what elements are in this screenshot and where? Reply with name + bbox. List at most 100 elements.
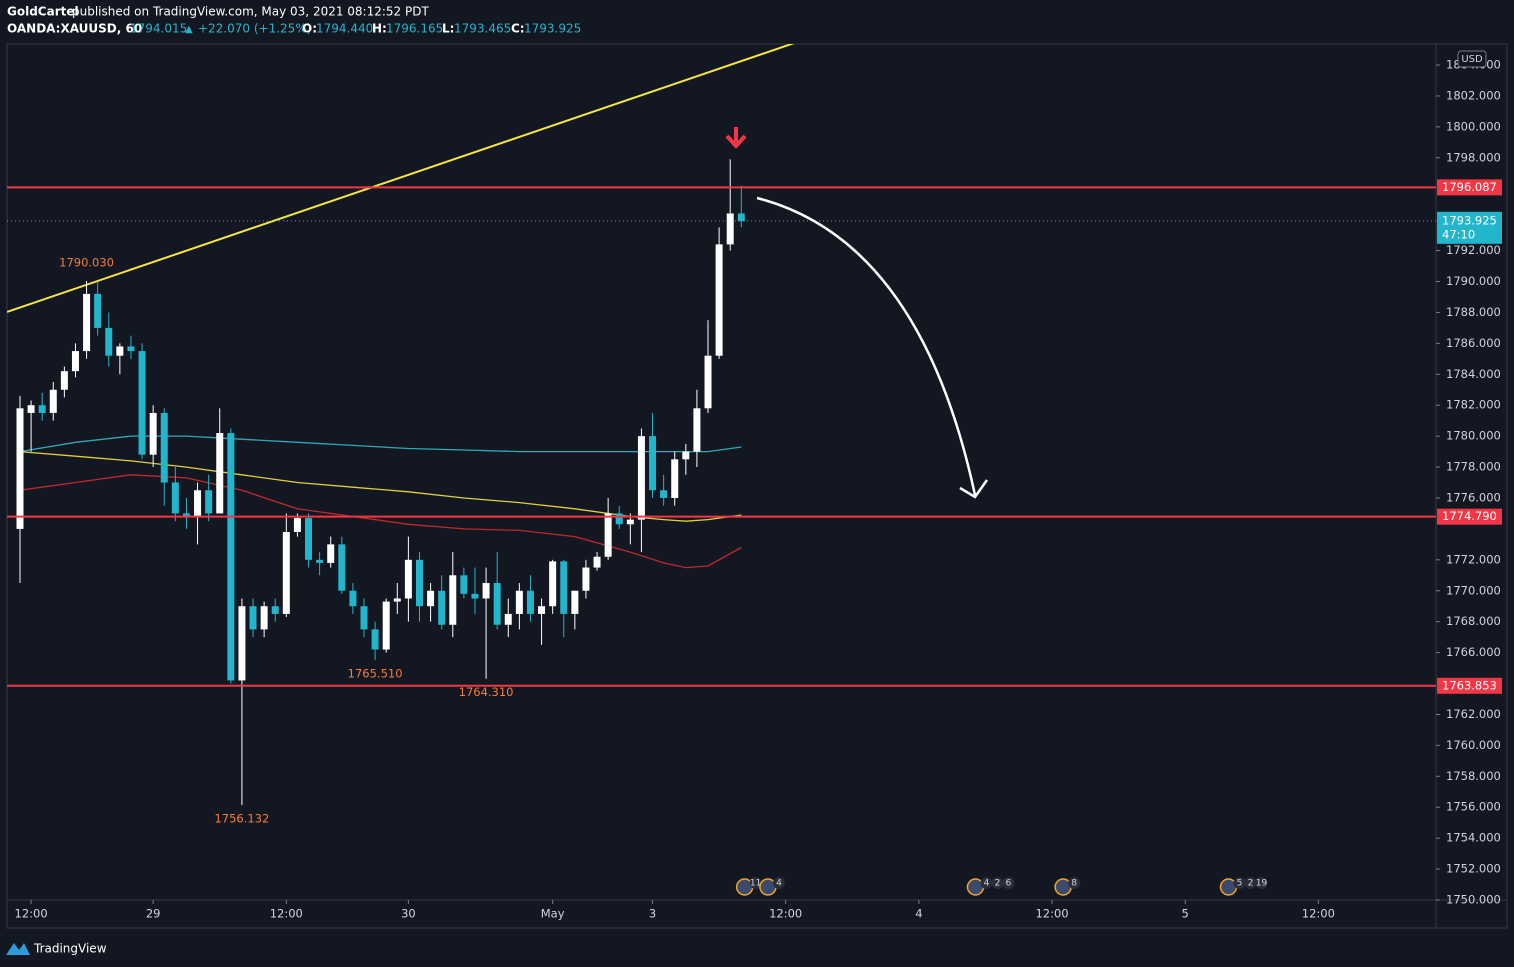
candle-body [460, 575, 468, 594]
candle-body [149, 412, 157, 455]
event-count: 19 [1256, 879, 1268, 889]
candle-body [49, 389, 57, 413]
candle-body [526, 590, 534, 614]
trendline [7, 44, 795, 313]
event-count: 5 [1237, 879, 1243, 889]
candle-body [682, 451, 690, 460]
projection-arrow-head [959, 479, 989, 499]
publisher: GoldCartel [7, 5, 79, 19]
signal-arrow [725, 127, 747, 149]
c-label: C: [511, 22, 525, 36]
event-count-bg [1255, 877, 1268, 889]
price-annotation: 1764.310 [459, 685, 514, 699]
candle-body [515, 590, 523, 614]
candle-body [604, 513, 612, 557]
candle-body [160, 412, 168, 483]
y-tick-label: 1762.000 [1446, 707, 1501, 721]
candle-body [715, 244, 723, 356]
candle-body [571, 590, 579, 614]
candle-body [260, 606, 268, 630]
h-label: H: [372, 22, 387, 36]
event-count-bg [1244, 877, 1257, 889]
x-tick-label: 30 [401, 907, 416, 921]
last-price-badge [1437, 211, 1502, 244]
y-tick-label: 1790.000 [1446, 274, 1501, 288]
candle-body [249, 606, 257, 630]
candle-body [438, 590, 446, 625]
candle-body [316, 559, 324, 563]
candle-body [482, 583, 490, 599]
candle-body [704, 355, 712, 409]
event-count: 8 [1071, 879, 1077, 889]
candle-body [615, 513, 623, 525]
candle-body [338, 544, 346, 591]
currency-badge [1457, 50, 1487, 68]
candle-body [637, 436, 645, 520]
candle-body [549, 561, 557, 607]
candle-body [271, 606, 279, 614]
y-tick-label: 1776.000 [1446, 490, 1501, 504]
y-tick-label: 1784.000 [1446, 367, 1501, 381]
event-count-bg [980, 877, 993, 889]
candle-body [138, 351, 146, 455]
candle-body [649, 436, 657, 491]
candle-body [404, 559, 412, 599]
candle-body [393, 598, 401, 602]
event-count-bg [772, 877, 785, 889]
candle-body [504, 613, 512, 625]
y-tick-label: 1770.000 [1446, 583, 1501, 597]
price-annotation: 1756.132 [214, 812, 269, 826]
candle-body [216, 433, 224, 514]
x-tick-label: 12:00 [769, 907, 802, 921]
y-tick-label: 1786.000 [1446, 336, 1501, 350]
level-label: 1774.790 [1442, 509, 1497, 523]
brand: TradingView [33, 942, 107, 956]
level-label: 1796.087 [1442, 180, 1497, 194]
candle-body [94, 293, 102, 328]
candle-body [60, 371, 68, 390]
y-tick-label: 1788.000 [1446, 305, 1501, 319]
y-tick-label: 1772.000 [1446, 552, 1501, 566]
event-count-bg [1002, 877, 1015, 889]
published: published on TradingView.com, May 03, 20… [72, 5, 429, 19]
level-badge [1437, 677, 1502, 694]
y-tick-label: 1760.000 [1446, 738, 1501, 752]
y-tick-label: 1768.000 [1446, 614, 1501, 628]
event-count-bg [749, 877, 762, 889]
x-tick-label: 4 [915, 907, 922, 921]
candle-body [305, 518, 313, 560]
x-tick-label: May [541, 907, 565, 921]
candle-body [671, 459, 679, 498]
x-tick-label: 3 [649, 907, 656, 921]
event-count: 6 [1006, 879, 1012, 889]
event-count-bg [991, 877, 1004, 889]
candle-body [471, 593, 479, 599]
candle-body [360, 606, 368, 630]
candle-body [238, 606, 246, 681]
candle-body [349, 590, 357, 607]
l: 1793.465 [454, 22, 511, 36]
candle-body [493, 583, 501, 625]
currency: USD [1461, 54, 1483, 65]
event-count-bg [1233, 877, 1246, 889]
candle-body [127, 346, 135, 352]
c: 1793.925 [524, 22, 581, 36]
candle-body [427, 590, 435, 607]
event-count: 2 [995, 879, 1001, 889]
y-tick-label: 1782.000 [1446, 398, 1501, 412]
candle-body [16, 408, 24, 529]
y-tick-label: 1802.000 [1446, 88, 1501, 102]
level-label: 1763.853 [1442, 678, 1497, 692]
candle-body [205, 490, 213, 514]
moving-average [19, 435, 742, 453]
x-tick-label: 29 [146, 907, 161, 921]
candle-body [626, 519, 634, 525]
candle-body [38, 405, 46, 413]
o-label: O: [302, 22, 317, 36]
price: 1794.015 [130, 22, 187, 36]
level-badge [1437, 508, 1502, 525]
candle-body [227, 433, 235, 681]
level-badge [1437, 179, 1502, 196]
last-price-label: 1793.925 [1442, 213, 1497, 227]
